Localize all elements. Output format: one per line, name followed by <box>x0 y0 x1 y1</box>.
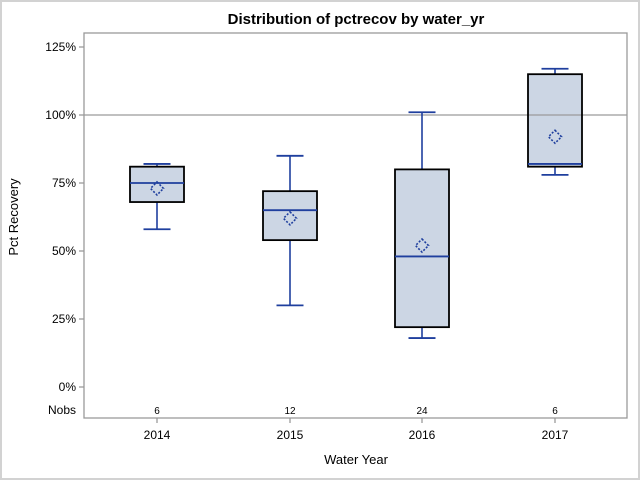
mean-marker-2015 <box>282 210 298 226</box>
box-fill-2015 <box>263 191 317 241</box>
mean-marker-2017 <box>547 129 563 145</box>
box-fill-2016 <box>395 169 449 328</box>
chart-title: Distribution of pctrecov by water_yr <box>228 11 485 28</box>
y-tick-label: 0% <box>59 380 77 394</box>
x-axis-title: Water Year <box>324 452 389 467</box>
y-tick-label: 100% <box>45 108 76 122</box>
box-fill-2014 <box>130 166 184 203</box>
y-axis-title: Pct Recovery <box>6 178 21 256</box>
x-tick-label: 2014 <box>144 428 171 442</box>
box-outline-2015 <box>262 190 318 242</box>
plot-frame <box>83 32 628 419</box>
nobs-value: 24 <box>416 406 428 417</box>
x-tick-label: 2016 <box>409 428 436 442</box>
box-fill-2017 <box>528 74 582 167</box>
mean-marker-2016 <box>414 237 430 254</box>
generated-plot-elements: 0% 25% 50% 75% 100% 125% 2014 6 2015 12 2016 24 2017… <box>45 32 628 442</box>
box-outline-2017 <box>527 73 583 168</box>
y-tick-label: 75% <box>52 176 76 190</box>
y-tick-label: 50% <box>52 244 76 258</box>
mean-marker-2014 <box>149 180 165 197</box>
y-tick-label: 125% <box>45 40 76 54</box>
box-outline-2014 <box>129 165 185 203</box>
nobs-value: 6 <box>154 406 160 417</box>
x-tick-label: 2017 <box>542 428 569 442</box>
nobs-row-label: Nobs <box>48 403 76 417</box>
nobs-value: 6 <box>552 406 558 417</box>
nobs-value: 12 <box>284 406 296 417</box>
y-tick-label: 25% <box>52 312 76 326</box>
x-tick-label: 2015 <box>277 428 304 442</box>
box-outline-2016 <box>394 168 450 329</box>
